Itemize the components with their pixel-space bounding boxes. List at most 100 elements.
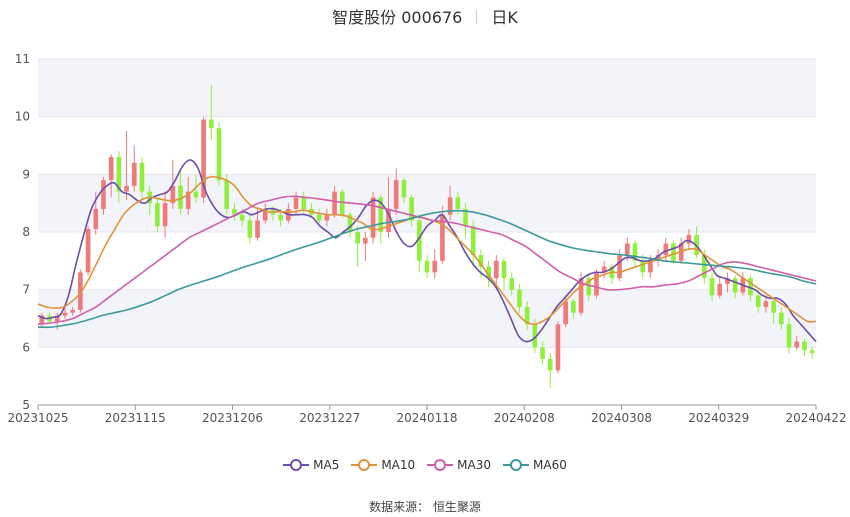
candle-body bbox=[732, 278, 738, 293]
legend-item-ma10[interactable]: MA10 bbox=[351, 458, 415, 472]
candle-body bbox=[540, 347, 545, 359]
candle bbox=[255, 208, 260, 241]
candle-body bbox=[85, 229, 91, 273]
candle-body bbox=[93, 208, 99, 230]
candle-body bbox=[794, 341, 800, 348]
candle bbox=[555, 321, 561, 374]
candle-body bbox=[209, 119, 214, 129]
candle bbox=[70, 306, 75, 316]
candle-body bbox=[809, 350, 815, 354]
candle-body bbox=[355, 232, 360, 244]
candle bbox=[717, 278, 723, 299]
candle-body bbox=[624, 243, 630, 256]
candle-body bbox=[139, 162, 145, 192]
candle bbox=[216, 122, 222, 186]
x-tick-label: 20240208 bbox=[494, 411, 555, 425]
candle bbox=[124, 131, 129, 201]
candle bbox=[447, 185, 453, 221]
legend-item-ma60[interactable]: MA60 bbox=[503, 458, 567, 472]
candle-body bbox=[170, 185, 176, 204]
candle bbox=[794, 335, 800, 351]
candle-body bbox=[316, 214, 322, 221]
candle-body bbox=[686, 234, 692, 244]
candle-body bbox=[648, 260, 653, 273]
candle-body bbox=[293, 197, 299, 209]
candle-body bbox=[748, 278, 753, 296]
candle bbox=[131, 145, 137, 192]
candle bbox=[424, 255, 430, 279]
candle bbox=[755, 289, 761, 313]
candle bbox=[763, 295, 769, 313]
candle-body bbox=[594, 272, 599, 296]
candle-body bbox=[501, 260, 507, 279]
candle-body bbox=[216, 128, 222, 181]
candle bbox=[232, 203, 237, 221]
candle-body bbox=[447, 197, 453, 215]
y-tick-label: 10 bbox=[15, 110, 30, 124]
candle bbox=[116, 151, 122, 204]
legend-item-ma30[interactable]: MA30 bbox=[427, 458, 491, 472]
candle-body bbox=[771, 301, 776, 313]
candle-body bbox=[725, 278, 730, 284]
candle-body bbox=[62, 312, 68, 316]
candle-body bbox=[339, 191, 345, 215]
candle bbox=[78, 269, 83, 313]
candle-body bbox=[463, 208, 468, 227]
y-tick-label: 11 bbox=[15, 52, 30, 66]
candle-body bbox=[470, 226, 476, 256]
candle-body bbox=[640, 260, 645, 273]
candle bbox=[547, 353, 553, 388]
x-tick-label: 20231025 bbox=[7, 411, 68, 425]
candle-body bbox=[486, 266, 491, 279]
candle-body bbox=[578, 278, 584, 313]
candle-body bbox=[363, 237, 368, 244]
ma30-line bbox=[37, 195, 817, 326]
candle-body bbox=[416, 220, 422, 261]
candle-body bbox=[786, 324, 792, 348]
candle-body bbox=[478, 255, 484, 267]
candle-body bbox=[378, 197, 384, 232]
candle-body bbox=[201, 119, 206, 198]
candle bbox=[85, 226, 91, 276]
chart-title: 智度股份 000676 日K bbox=[0, 4, 850, 28]
chart-legend: MA5 MA10 MA30 MA60 bbox=[0, 458, 850, 472]
candle bbox=[185, 177, 191, 215]
candle bbox=[155, 197, 160, 232]
candle-body bbox=[162, 203, 168, 227]
candle-body bbox=[671, 243, 676, 261]
candle-body bbox=[532, 324, 538, 348]
candle-body bbox=[401, 180, 407, 198]
source-value: 恒生聚源 bbox=[432, 500, 481, 514]
candle-body bbox=[116, 157, 122, 192]
candle-body bbox=[255, 220, 260, 238]
y-tick-label: 9 bbox=[22, 167, 30, 181]
candle bbox=[509, 272, 515, 296]
candle-body bbox=[70, 309, 75, 313]
legend-item-ma5[interactable]: MA5 bbox=[283, 458, 339, 472]
candle-body bbox=[78, 272, 83, 310]
source-label: 数据来源： bbox=[369, 500, 430, 514]
candle-body bbox=[424, 260, 430, 273]
y-tick-label: 6 bbox=[22, 340, 30, 354]
candle bbox=[594, 269, 599, 299]
candle-body bbox=[455, 197, 461, 209]
candle-body bbox=[124, 185, 129, 192]
candle bbox=[494, 255, 499, 284]
candle bbox=[632, 240, 638, 267]
candle-body bbox=[509, 278, 515, 290]
y-tick-label: 8 bbox=[22, 225, 30, 239]
candle-body bbox=[571, 301, 576, 313]
candle bbox=[571, 298, 576, 319]
data-source: 数据来源： 恒生聚源 bbox=[0, 498, 850, 515]
candle bbox=[501, 257, 507, 290]
y-tick-label: 7 bbox=[22, 283, 30, 297]
x-tick-label: 20231115 bbox=[105, 411, 166, 425]
candle bbox=[324, 208, 330, 227]
candle bbox=[316, 208, 322, 224]
candle-body bbox=[709, 278, 715, 296]
legend-marker-icon bbox=[283, 459, 310, 471]
legend-label: MA10 bbox=[381, 458, 416, 472]
candle bbox=[517, 283, 522, 313]
x-tick-label: 20240422 bbox=[785, 411, 846, 425]
candle-body bbox=[547, 358, 553, 371]
